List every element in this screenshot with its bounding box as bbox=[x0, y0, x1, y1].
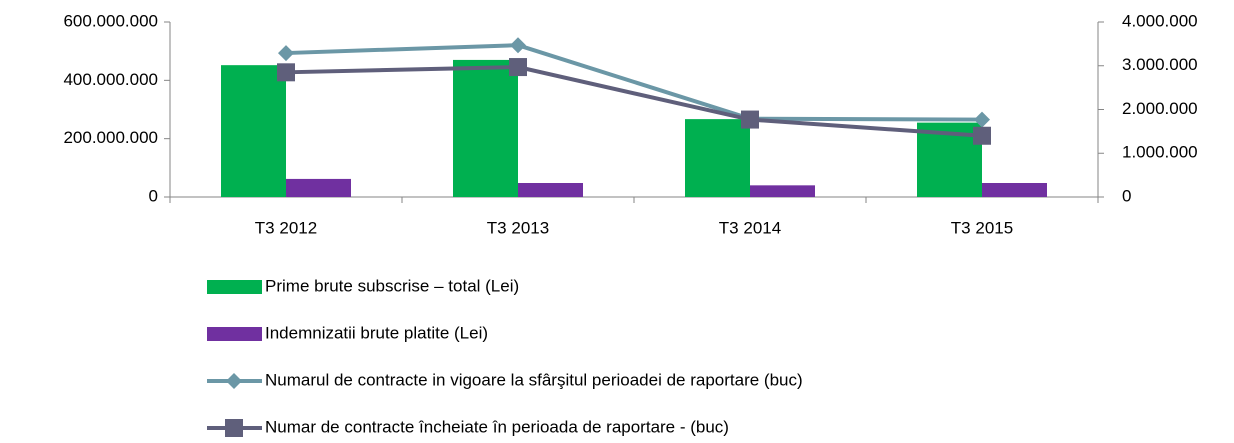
y-tick-label: 200.000.000 bbox=[63, 128, 158, 147]
point bbox=[277, 63, 295, 82]
x-tick-label: T3 2012 bbox=[255, 218, 317, 237]
point bbox=[278, 45, 294, 62]
y2-tick-label: 2.000.000 bbox=[1122, 99, 1198, 118]
point bbox=[225, 419, 243, 437]
point bbox=[510, 37, 526, 54]
legend-swatch bbox=[207, 280, 262, 294]
point bbox=[509, 58, 527, 77]
y2-tick-label: 4.000.000 bbox=[1122, 11, 1198, 30]
y-tick-label: 600.000.000 bbox=[63, 11, 158, 30]
x-tick-label: T3 2015 bbox=[951, 218, 1013, 237]
legend-label: Numarul de contracte in vigoare la sfârş… bbox=[265, 370, 803, 389]
bar bbox=[453, 59, 518, 197]
point bbox=[974, 111, 990, 128]
line bbox=[285, 43, 983, 122]
point bbox=[226, 373, 242, 389]
bar bbox=[750, 185, 815, 197]
bar bbox=[286, 178, 351, 197]
bar bbox=[221, 65, 286, 198]
legend-label: Indemnizatii brute platite (Lei) bbox=[265, 323, 488, 342]
y2-tick-label: 3.000.000 bbox=[1122, 55, 1198, 74]
bar bbox=[518, 183, 583, 197]
line bbox=[285, 65, 983, 138]
x-tick-label: T3 2014 bbox=[719, 218, 781, 237]
bar bbox=[685, 119, 750, 197]
point bbox=[741, 110, 759, 129]
y-tick-label: 0 bbox=[149, 186, 158, 205]
legend-label: Numar de contracte încheiate în perioada… bbox=[265, 417, 729, 436]
y-tick-label: 400.000.000 bbox=[63, 70, 158, 89]
x-tick-label: T3 2013 bbox=[487, 218, 549, 237]
y2-tick-label: 0 bbox=[1122, 186, 1131, 205]
bar bbox=[982, 183, 1047, 197]
legend-swatch bbox=[207, 327, 262, 341]
y2-tick-label: 1.000.000 bbox=[1122, 143, 1198, 162]
point bbox=[973, 126, 991, 145]
legend-label: Prime brute subscrise – total (Lei) bbox=[265, 276, 519, 295]
